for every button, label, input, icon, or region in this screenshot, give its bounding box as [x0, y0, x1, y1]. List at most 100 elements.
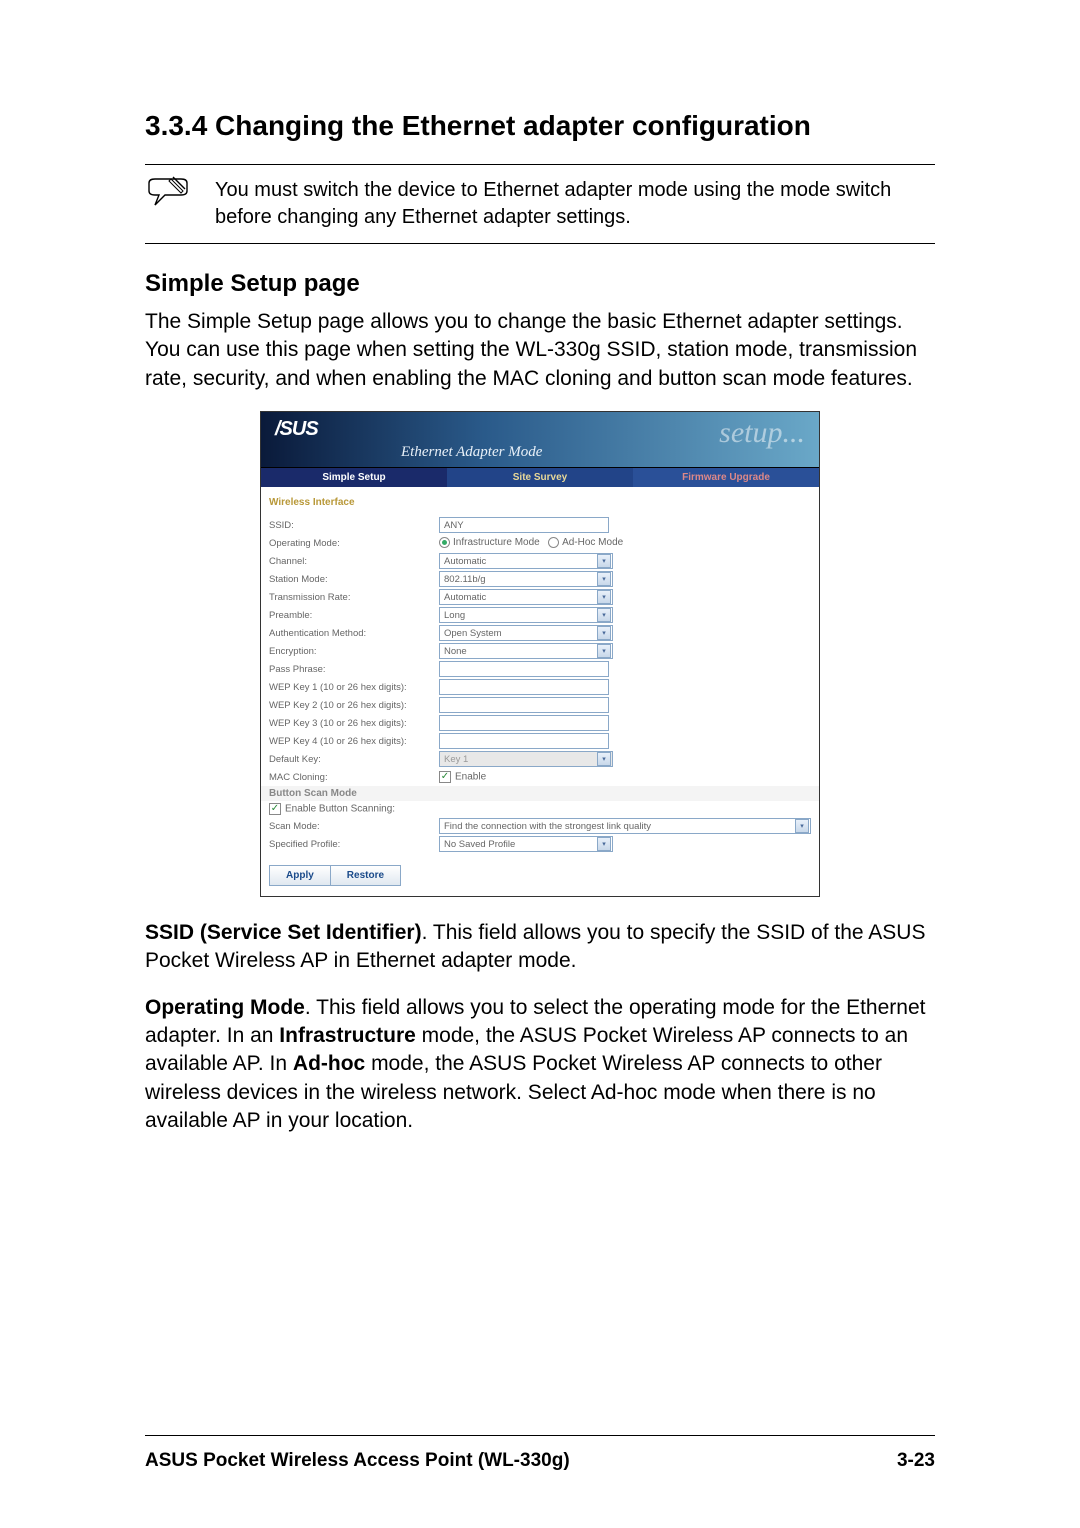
- para-ssid: SSID (Service Set Identifier). This fiel…: [145, 919, 935, 976]
- para-opmode: Operating Mode. This field allows you to…: [145, 994, 935, 1136]
- row-enable-scan: ✓ Enable Button Scanning:: [269, 801, 811, 817]
- label-specified-profile: Specified Profile:: [269, 839, 439, 850]
- row-auth: Authentication Method: Open System▾: [269, 624, 811, 642]
- input-wep1[interactable]: [439, 679, 609, 695]
- mode-title: Ethernet Adapter Mode: [401, 444, 542, 461]
- select-auth[interactable]: Open System▾: [439, 625, 613, 641]
- tab-simple-setup[interactable]: Simple Setup: [261, 468, 447, 487]
- apply-button[interactable]: Apply: [269, 865, 331, 886]
- input-ssid[interactable]: ANY: [439, 517, 609, 533]
- label-auth: Authentication Method:: [269, 628, 439, 639]
- section-heading: 3.3.4 Changing the Ethernet adapter conf…: [145, 110, 935, 142]
- row-encryption: Encryption: None▾: [269, 642, 811, 660]
- label-operating-mode: Operating Mode:: [269, 538, 439, 549]
- row-wep1: WEP Key 1 (10 or 26 hex digits):: [269, 678, 811, 696]
- row-passphrase: Pass Phrase:: [269, 660, 811, 678]
- row-default-key: Default Key: Key 1▾: [269, 750, 811, 768]
- select-encryption[interactable]: None▾: [439, 643, 613, 659]
- label-channel: Channel:: [269, 556, 439, 567]
- row-tx-rate: Transmission Rate: Automatic▾: [269, 588, 811, 606]
- chevron-down-icon: ▾: [597, 626, 611, 640]
- embedded-screenshot: /SUS Ethernet Adapter Mode setup... Simp…: [260, 411, 820, 897]
- banner: /SUS Ethernet Adapter Mode setup...: [261, 412, 819, 468]
- radio-adhoc-label: Ad-Hoc Mode: [562, 538, 623, 549]
- checkbox-mac-cloning-label: Enable: [455, 772, 486, 783]
- chevron-down-icon: ▾: [597, 608, 611, 622]
- input-wep3[interactable]: [439, 715, 609, 731]
- select-preamble[interactable]: Long▾: [439, 607, 613, 623]
- footer-page-number: 3-23: [897, 1450, 935, 1472]
- input-wep2[interactable]: [439, 697, 609, 713]
- label-encryption: Encryption:: [269, 646, 439, 657]
- note-block: You must switch the device to Ethernet a…: [145, 164, 935, 244]
- row-station-mode: Station Mode: 802.11b/g▾: [269, 570, 811, 588]
- label-ssid: SSID:: [269, 520, 439, 531]
- section-wireless-interface: Wireless Interface: [269, 491, 811, 516]
- section-button-scan: Button Scan Mode: [261, 786, 819, 801]
- label-wep2: WEP Key 2 (10 or 26 hex digits):: [269, 700, 439, 711]
- subheading: Simple Setup page: [145, 270, 935, 298]
- tab-firmware-upgrade[interactable]: Firmware Upgrade: [633, 468, 819, 487]
- footer-title: ASUS Pocket Wireless Access Point (WL-33…: [145, 1450, 570, 1472]
- input-passphrase[interactable]: [439, 661, 609, 677]
- row-wep3: WEP Key 3 (10 or 26 hex digits):: [269, 714, 811, 732]
- tab-site-survey[interactable]: Site Survey: [447, 468, 633, 487]
- checkbox-mac-cloning[interactable]: ✓: [439, 771, 451, 783]
- select-default-key[interactable]: Key 1▾: [439, 751, 613, 767]
- bold-infrastructure: Infrastructure: [279, 1024, 416, 1047]
- row-ssid: SSID: ANY: [269, 516, 811, 534]
- select-scan-mode[interactable]: Find the connection with the strongest l…: [439, 818, 811, 834]
- form-body: Wireless Interface SSID: ANY Operating M…: [261, 487, 819, 896]
- input-wep4[interactable]: [439, 733, 609, 749]
- note-text: You must switch the device to Ethernet a…: [215, 175, 935, 231]
- label-mac-cloning: MAC Cloning:: [269, 772, 439, 783]
- row-wep4: WEP Key 4 (10 or 26 hex digits):: [269, 732, 811, 750]
- label-wep3: WEP Key 3 (10 or 26 hex digits):: [269, 718, 439, 729]
- bold-opmode: Operating Mode: [145, 996, 305, 1019]
- label-preamble: Preamble:: [269, 610, 439, 621]
- row-wep2: WEP Key 2 (10 or 26 hex digits):: [269, 696, 811, 714]
- page-footer: ASUS Pocket Wireless Access Point (WL-33…: [145, 1435, 935, 1472]
- tab-bar: Simple Setup Site Survey Firmware Upgrad…: [261, 468, 819, 487]
- row-channel: Channel: Automatic▾: [269, 552, 811, 570]
- page-container: 3.3.4 Changing the Ethernet adapter conf…: [0, 0, 1080, 1528]
- chevron-down-icon: ▾: [597, 644, 611, 658]
- select-tx-rate[interactable]: Automatic▾: [439, 589, 613, 605]
- select-specified-profile[interactable]: No Saved Profile▾: [439, 836, 613, 852]
- intro-paragraph: The Simple Setup page allows you to chan…: [145, 308, 935, 393]
- chevron-down-icon: ▾: [597, 752, 611, 766]
- label-scan-mode: Scan Mode:: [269, 821, 439, 832]
- label-wep1: WEP Key 1 (10 or 26 hex digits):: [269, 682, 439, 693]
- chevron-down-icon: ▾: [597, 554, 611, 568]
- label-station-mode: Station Mode:: [269, 574, 439, 585]
- radio-infrastructure-label: Infrastructure Mode: [453, 538, 540, 549]
- checkbox-enable-scan-label: Enable Button Scanning:: [285, 804, 395, 815]
- checkbox-mac-cloning-wrap: ✓ Enable: [439, 771, 486, 783]
- radio-infrastructure[interactable]: [439, 537, 450, 548]
- label-default-key: Default Key:: [269, 754, 439, 765]
- setup-watermark: setup...: [719, 416, 805, 450]
- restore-button[interactable]: Restore: [331, 865, 401, 886]
- chevron-down-icon: ▾: [597, 572, 611, 586]
- checkbox-enable-scan[interactable]: ✓: [269, 803, 281, 815]
- row-scan-mode: Scan Mode: Find the connection with the …: [269, 817, 811, 835]
- radio-adhoc[interactable]: [548, 537, 559, 548]
- asus-logo: /SUS: [275, 418, 318, 441]
- chevron-down-icon: ▾: [795, 819, 809, 833]
- pencil-note-icon: [145, 175, 191, 211]
- radio-group-opmode: Infrastructure Mode Ad-Hoc Mode: [439, 537, 623, 548]
- row-preamble: Preamble: Long▾: [269, 606, 811, 624]
- select-station-mode[interactable]: 802.11b/g▾: [439, 571, 613, 587]
- row-specified-profile: Specified Profile: No Saved Profile▾: [269, 835, 811, 853]
- select-channel[interactable]: Automatic▾: [439, 553, 613, 569]
- label-passphrase: Pass Phrase:: [269, 664, 439, 675]
- checkbox-enable-scan-wrap: ✓ Enable Button Scanning:: [269, 803, 395, 815]
- chevron-down-icon: ▾: [597, 590, 611, 604]
- label-tx-rate: Transmission Rate:: [269, 592, 439, 603]
- row-mac-cloning: MAC Cloning: ✓ Enable: [269, 768, 811, 786]
- bold-ssid: SSID (Service Set Identifier): [145, 921, 422, 944]
- bold-adhoc: Ad-hoc: [293, 1052, 365, 1075]
- row-operating-mode: Operating Mode: Infrastructure Mode Ad-H…: [269, 534, 811, 552]
- label-wep4: WEP Key 4 (10 or 26 hex digits):: [269, 736, 439, 747]
- chevron-down-icon: ▾: [597, 837, 611, 851]
